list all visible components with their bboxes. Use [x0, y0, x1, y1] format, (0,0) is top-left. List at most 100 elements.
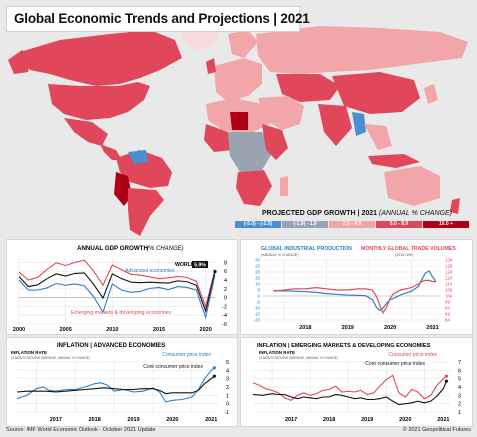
chart-title-note: (% CHANGE)	[147, 246, 184, 252]
y-tick-label-right: 119	[445, 276, 453, 281]
region-russia	[256, 26, 468, 74]
source-note: Source: IMF World Economic Outlook - Oct…	[6, 427, 156, 433]
region-india	[318, 104, 352, 146]
series-subtitle-right: (2010=100)	[395, 253, 413, 257]
chart-title: ANNUAL GDP GROWTH	[77, 245, 148, 252]
x-tick-label: 2020	[399, 417, 411, 423]
x-tick-label: 2018	[89, 417, 101, 423]
y-tick-label-left: 10	[255, 282, 260, 287]
chart-gdp-growth: ANNUAL GDP GROWTH (% CHANGE) 8 6 4 2 0 -2 -4 -6…	[13, 245, 227, 333]
x-tick-label: 2020	[200, 327, 212, 333]
y-tick-label: 2	[226, 385, 229, 391]
x-tick-label: 2018	[299, 325, 311, 331]
y-tick-label: 1	[458, 410, 461, 416]
x-tick-label: 2010	[106, 327, 118, 333]
x-tick-label: 2017	[285, 417, 297, 423]
end-point	[444, 374, 449, 378]
region-new-zealand	[450, 198, 460, 214]
x-tick-label: 2020	[384, 325, 396, 331]
world-map	[8, 12, 468, 236]
panel-industry-trade: GLOBAL INDUSTRIAL PRODUCTION (ANNUAL % C…	[240, 239, 473, 335]
end-point	[212, 366, 216, 370]
region-scandinavia	[228, 30, 258, 58]
series-line	[252, 380, 447, 406]
series-label: Consumer price index	[162, 352, 211, 358]
region-middle-east	[258, 96, 304, 130]
y-tick-label: 1	[226, 393, 229, 399]
y-tick-label-right: 84	[445, 318, 450, 323]
y-tick-label: 5	[226, 360, 229, 366]
series-label: Core consumer price index	[365, 361, 425, 367]
y-tick-label: 5	[458, 377, 461, 383]
region-canada	[20, 30, 182, 86]
y-tick-label: 7	[458, 360, 461, 366]
region-usa	[48, 82, 150, 120]
panel-gdp-growth: ANNUAL GDP GROWTH (% CHANGE) 8 6 4 2 0 -2 -4 -6…	[6, 239, 238, 335]
page-title: Global Economic Trends and Projections |…	[14, 11, 310, 26]
y-tick-label-right: 124	[445, 270, 453, 275]
series-line	[252, 374, 447, 401]
end-point	[213, 270, 217, 274]
y-tick-label: 4	[224, 278, 227, 284]
region-china	[332, 72, 420, 114]
chart-subtitle: INFLATION RATE	[259, 350, 295, 355]
y-tick-label-left: 20	[255, 270, 260, 275]
x-tick-label: 2017	[50, 417, 62, 423]
legend-bin-3: 5.0 - 9.9	[376, 221, 422, 228]
region-myanmar	[352, 112, 366, 136]
x-tick-label: 2018	[323, 417, 335, 423]
y-tick-label-left: 25	[255, 264, 260, 269]
series-line	[273, 279, 436, 315]
chart-subtitle: INFLATION RATE	[11, 350, 47, 355]
series-line	[273, 269, 437, 312]
region-central-america	[100, 144, 122, 160]
series-line	[16, 367, 215, 403]
map-legend-title: PROJECTED GDP GROWTH | 2021 (ANNUAL % CH…	[262, 210, 452, 217]
region-australia	[384, 166, 440, 206]
y-tick-label: 4	[226, 368, 229, 374]
series-subtitle-left: (ANNUAL % CHANGE)	[261, 253, 298, 257]
series-line	[16, 375, 215, 395]
series-label: Consumer price index	[388, 352, 437, 358]
data-label: 5.9%	[194, 263, 206, 269]
region-indonesia	[368, 154, 420, 168]
region-japan	[424, 84, 438, 104]
region-venezuela	[128, 150, 148, 164]
end-point	[444, 379, 449, 383]
title-box: Global Economic Trends and Projections |…	[6, 6, 310, 32]
chart-inflation-advanced: INFLATION | ADVANCED ECONOMIES INFLATION…	[11, 343, 229, 423]
y-tick-label-right: 99	[445, 300, 450, 305]
y-tick-label-left: 0	[258, 294, 261, 299]
y-tick-label: -2	[222, 304, 227, 310]
x-tick-label: 2005	[60, 327, 72, 333]
chart-title: INFLATION | ADVANCED ECONOMIES	[57, 343, 165, 349]
y-tick-label-left: -5	[256, 300, 260, 305]
x-tick-label: 2019	[127, 417, 139, 423]
y-tick-label: 2	[458, 402, 461, 408]
chart-industry-trade: GLOBAL INDUSTRIAL PRODUCTION (ANNUAL % C…	[254, 246, 457, 331]
chart-title: INFLATION | EMERGING MARKETS & DEVELOPIN…	[257, 343, 431, 349]
panel-inflation-emerging: INFLATION | EMERGING MARKETS & DEVELOPIN…	[240, 337, 473, 427]
x-tick-label: 2021	[205, 417, 217, 423]
region-libya	[230, 112, 248, 130]
y-tick-label-left: 5	[258, 288, 261, 293]
land-masses	[8, 12, 468, 236]
legend-bin-4: 10.0 +	[423, 221, 469, 228]
region-west-africa	[204, 124, 232, 152]
series-line	[18, 271, 216, 314]
series-label: Core consumer price index	[143, 364, 203, 370]
y-tick-label-left: -15	[254, 312, 261, 317]
x-tick-label: 2019	[342, 325, 354, 331]
y-tick-label: 6	[224, 269, 227, 275]
region-europe	[214, 58, 262, 102]
region-south-america-north	[116, 150, 172, 188]
series-label: Advanced economies	[125, 268, 175, 274]
chart-inflation-emerging: INFLATION | EMERGING MARKETS & DEVELOPIN…	[252, 343, 461, 423]
region-mexico	[64, 118, 108, 146]
region-central-africa	[228, 132, 274, 172]
x-tick-label: 2020	[166, 417, 178, 423]
x-tick-label: 2021	[426, 325, 438, 331]
series-title-right: MONTHLY GLOBAL TRADE VOLUMES	[361, 246, 456, 252]
y-tick-label-left: 15	[255, 276, 260, 281]
y-tick-label-right: 89	[445, 312, 450, 317]
